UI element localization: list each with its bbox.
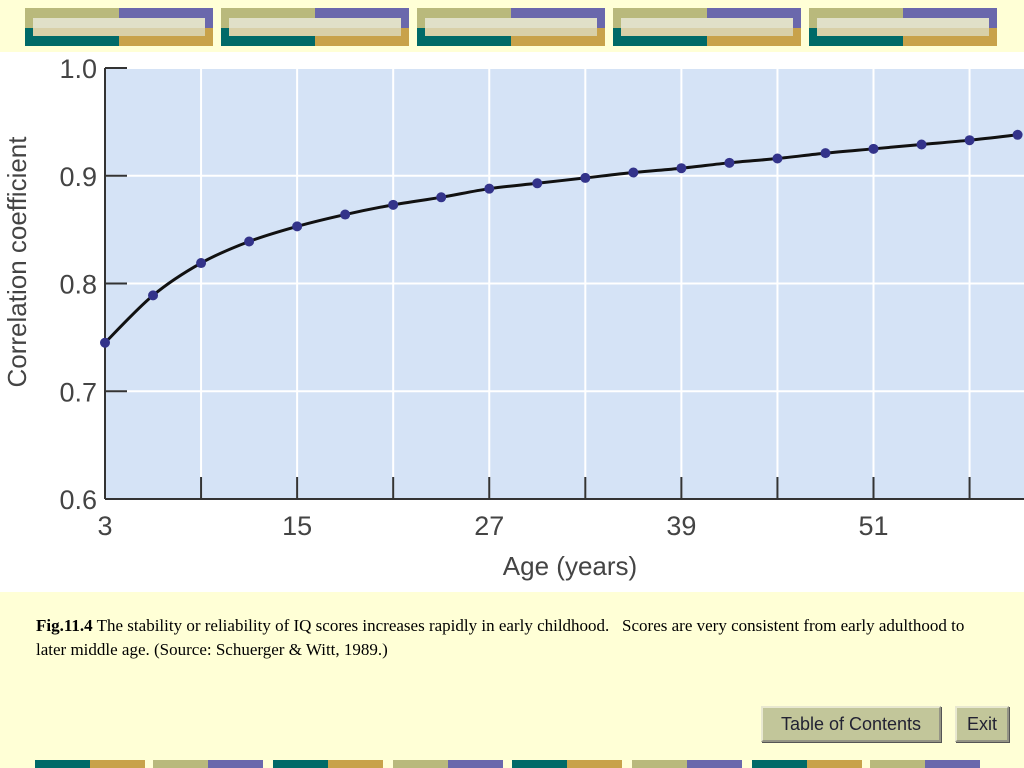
- data-point: [916, 139, 927, 150]
- banner-part: [817, 28, 989, 36]
- footer-strip: [567, 760, 622, 768]
- y-tick-label: 0.7: [59, 377, 97, 407]
- data-point: [388, 199, 399, 210]
- banner-part: [229, 28, 401, 36]
- banner-part: [229, 18, 401, 28]
- data-point: [964, 135, 975, 146]
- footer-strip: [752, 760, 807, 768]
- data-point: [820, 148, 831, 159]
- data-point: [676, 163, 687, 174]
- data-point: [244, 236, 255, 247]
- data-point: [148, 290, 159, 301]
- banner-part: [425, 18, 597, 28]
- y-tick-label: 0.6: [59, 485, 97, 515]
- decoration: [25, 8, 997, 768]
- exit-button[interactable]: Exit: [955, 706, 1009, 742]
- data-point: [484, 183, 495, 194]
- data-point: [292, 221, 303, 232]
- footer-strip: [208, 760, 263, 768]
- data-point: [580, 172, 591, 183]
- x-tick-label: 15: [282, 511, 312, 541]
- y-tick-label: 1.0: [59, 54, 97, 84]
- banner-part: [817, 18, 989, 28]
- y-tick-label: 0.8: [59, 270, 97, 300]
- y-axis-label: Correlation coefficient: [2, 136, 32, 388]
- footer-strip: [632, 760, 687, 768]
- footer-strip: [35, 760, 90, 768]
- banner-part: [621, 28, 793, 36]
- footer-strip: [153, 760, 208, 768]
- data-point: [100, 337, 110, 348]
- caption: Fig.11.4 The stability or reliability of…: [36, 614, 996, 662]
- x-tick-label: 51: [858, 511, 888, 541]
- data-point: [772, 153, 783, 164]
- data-point: [628, 167, 639, 178]
- x-axis-label: Age (years): [503, 551, 637, 581]
- footer-strip: [512, 760, 567, 768]
- toc-button[interactable]: Table of Contents: [761, 706, 941, 742]
- footer-strip: [393, 760, 448, 768]
- caption-text: The stability or reliability of IQ score…: [36, 616, 969, 659]
- data-point: [196, 258, 207, 269]
- x-tick-label: 27: [474, 511, 504, 541]
- footer-strip: [925, 760, 980, 768]
- banner-part: [425, 28, 597, 36]
- footer-strip: [273, 760, 328, 768]
- banner-part: [33, 18, 205, 28]
- footer-strip: [90, 760, 145, 768]
- data-point: [1012, 129, 1023, 140]
- banner-part: [33, 28, 205, 36]
- data-point: [868, 143, 879, 154]
- footer-strip: [870, 760, 925, 768]
- footer-strip: [687, 760, 742, 768]
- caption-label: Fig.11.4: [36, 616, 93, 635]
- data-point: [436, 192, 447, 203]
- x-tick-label: 3: [97, 511, 112, 541]
- data-point: [724, 157, 735, 168]
- footer-strip: [448, 760, 503, 768]
- footer-strip: [807, 760, 862, 768]
- footer-strip: [328, 760, 383, 768]
- banner-part: [621, 18, 793, 28]
- data-point: [340, 209, 351, 220]
- x-tick-label: 39: [666, 511, 696, 541]
- data-point: [532, 178, 543, 189]
- y-tick-label: 0.9: [59, 162, 97, 192]
